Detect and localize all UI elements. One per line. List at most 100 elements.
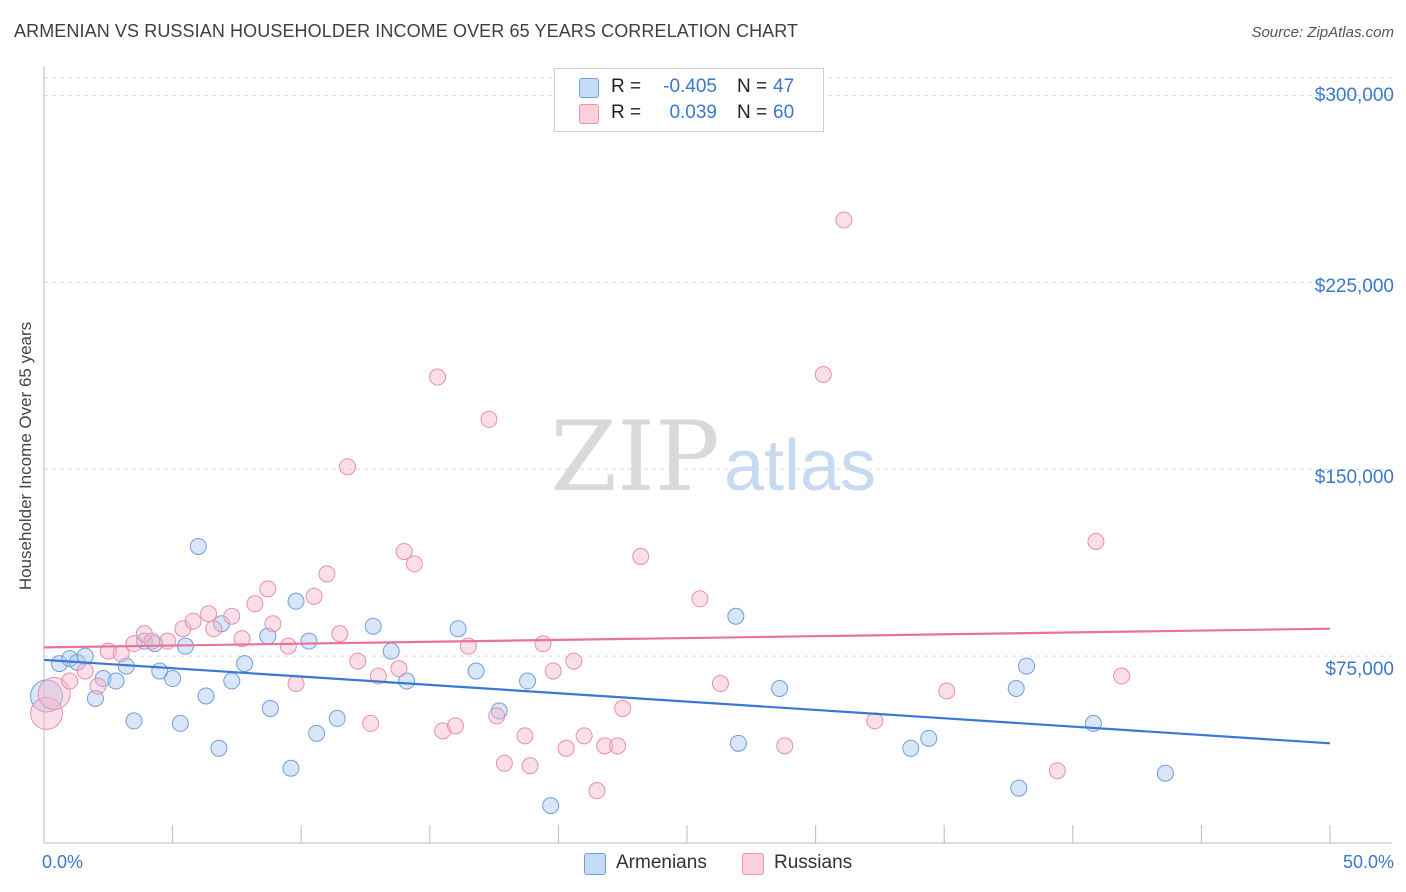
chart-title: ARMENIAN VS RUSSIAN HOUSEHOLDER INCOME O…	[14, 21, 799, 41]
russians-point	[259, 580, 277, 598]
watermark-zip: ZIP	[550, 401, 719, 513]
russians-point	[434, 722, 452, 740]
russians-point	[184, 612, 202, 630]
armenians-point	[519, 672, 537, 690]
russians-point	[76, 662, 94, 680]
armenians-point	[382, 642, 400, 660]
russians-swatch	[579, 104, 599, 124]
russians-point	[246, 595, 264, 613]
russians-point	[362, 714, 380, 732]
russians-point	[480, 410, 498, 428]
russians-point	[866, 712, 884, 730]
correlation-legend: R = -0.405 N = 47 R = 0.039 N = 60	[554, 68, 824, 132]
armenians-point	[920, 729, 938, 747]
russians-point	[338, 458, 356, 476]
armenians-point	[164, 670, 182, 688]
russians-point	[516, 727, 534, 745]
russians-point	[318, 565, 336, 583]
axes	[43, 66, 1392, 844]
russians-point	[233, 630, 251, 648]
russians-point	[565, 652, 583, 670]
russians-point	[390, 660, 408, 678]
armenians-point	[1156, 764, 1174, 782]
armenians-point	[542, 797, 560, 815]
russians-point	[89, 677, 107, 695]
armenians-point	[328, 709, 346, 727]
russians-trend-line	[43, 627, 1331, 649]
armenians-point	[287, 592, 305, 610]
armenians-trend-line	[43, 658, 1331, 745]
russians-point	[429, 368, 447, 386]
russians-point	[331, 625, 349, 643]
armenians-point	[236, 655, 254, 673]
y-tick-label: $150,000	[1314, 467, 1394, 488]
russians-point	[1087, 532, 1105, 550]
legend-label: Armenians	[616, 852, 707, 873]
armenians-point	[125, 712, 143, 730]
russians-point	[632, 547, 650, 565]
armenians-point	[261, 699, 279, 717]
armenians-point	[300, 632, 318, 650]
armenians-point	[490, 702, 508, 720]
russians-point	[369, 667, 387, 685]
russians-point	[305, 587, 323, 605]
russians-swatch	[742, 853, 764, 875]
russians-point	[691, 590, 709, 608]
armenians-point	[902, 739, 920, 757]
gridlines	[44, 77, 1392, 657]
russians-point	[447, 717, 465, 735]
y-tick-label: $225,000	[1314, 276, 1394, 297]
russians-point	[776, 737, 794, 755]
armenians-point	[210, 739, 228, 757]
armenians-point	[727, 607, 745, 625]
armenians-point	[771, 680, 789, 698]
russians-point	[596, 737, 614, 755]
n-label: N =	[737, 102, 768, 123]
russians-point	[521, 757, 539, 775]
armenians-point	[146, 635, 164, 653]
russians-point	[61, 672, 79, 690]
armenians-point	[223, 672, 241, 690]
y-tick-label: $300,000	[1314, 85, 1394, 106]
armenians-swatch	[579, 78, 599, 98]
russians-point	[125, 635, 143, 653]
y-tick-label: $75,000	[1325, 659, 1394, 680]
russians-point	[588, 782, 606, 800]
russians-point	[223, 607, 241, 625]
x-tick-label: 0.0%	[42, 852, 84, 872]
x-tick-label: 50.0%	[1342, 852, 1394, 872]
r-label: R =	[611, 76, 642, 97]
russians-point	[557, 739, 575, 757]
russians-point	[488, 707, 506, 725]
russians-point	[264, 615, 282, 633]
legend-label: Russians	[774, 852, 853, 873]
armenians-point	[308, 724, 326, 742]
russians-point	[37, 676, 71, 710]
armenians-point	[189, 537, 207, 555]
source-credit: Source: ZipAtlas.com	[1251, 24, 1394, 41]
russians-point	[575, 727, 593, 745]
russians-point	[938, 682, 956, 700]
armenians-point	[282, 759, 300, 777]
russians-point	[200, 605, 218, 623]
r-value: -0.405	[663, 76, 717, 97]
armenians-point	[107, 672, 125, 690]
russians-point	[349, 652, 367, 670]
r-value: 0.039	[669, 102, 717, 123]
russians-point	[614, 699, 632, 717]
russians-point	[279, 637, 297, 655]
russians-point	[287, 675, 305, 693]
russians-point	[711, 675, 729, 693]
watermark-atlas: atlas	[724, 426, 876, 506]
n-label: N =	[737, 76, 768, 97]
russians-point	[1113, 667, 1131, 685]
russians-point	[609, 737, 627, 755]
r-label: R =	[611, 102, 642, 123]
armenians-point	[76, 647, 94, 665]
armenians-point	[197, 687, 215, 705]
n-value: 47	[773, 76, 795, 97]
armenians-point	[1010, 779, 1028, 797]
russians-point	[205, 620, 223, 638]
armenians-point	[364, 617, 382, 635]
